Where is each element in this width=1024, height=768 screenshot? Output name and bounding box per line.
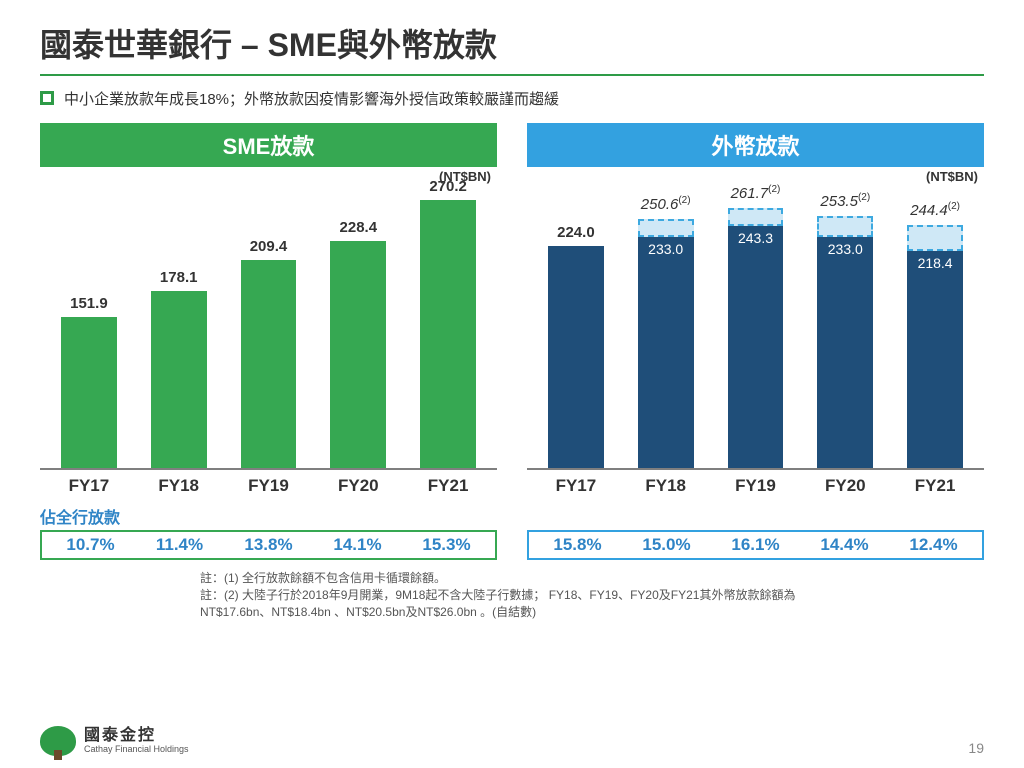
ratio-caption: 佔全行放款: [0, 496, 1024, 530]
fx-bar-slot: 233.0 250.6(2): [621, 190, 711, 468]
sme-ratio-box: 10.7%11.4%13.8%14.1%15.3%: [40, 530, 497, 560]
fx-ratio-cell: 14.4%: [800, 535, 889, 555]
charts-container: SME放款 (NT$BN) 151.9178.1209.4228.4270.2 …: [0, 123, 1024, 496]
fx-bar-slot: 243.3261.7(2): [711, 190, 801, 468]
sme-bar-slot: 178.1: [134, 190, 224, 468]
fx-bar-inner-value: 233.0: [828, 237, 863, 257]
sme-bar: 228.4: [330, 241, 386, 468]
sme-chart-header: SME放款: [40, 123, 497, 167]
sme-ratio-cell: 15.3%: [402, 535, 491, 555]
fx-ratio-box: 15.8%15.0%16.1%14.4%12.4%: [527, 530, 984, 560]
sme-ratio-cell: 11.4%: [135, 535, 224, 555]
fx-bar: 233.0253.5(2): [817, 216, 873, 468]
fx-ratio-cell: 16.1%: [711, 535, 800, 555]
fx-bar-secondary-value: 250.6(2): [638, 195, 694, 213]
logo-en: Cathay Financial Holdings: [84, 745, 189, 754]
fx-bar-bottom-segment: 218.4: [907, 251, 963, 468]
fx-bar-slot: 218.4 244.4(2): [890, 190, 980, 468]
fx-bar: 233.0250.6(2): [638, 219, 694, 468]
fx-bar-value: 224.0: [548, 224, 604, 241]
sme-bar-value: 151.9: [61, 295, 117, 312]
fx-bar: 224.0: [548, 246, 604, 468]
fx-ratio-cell: 15.0%: [622, 535, 711, 555]
logo-zh: 國泰金控: [84, 728, 189, 745]
fx-bar-slot: 224.0: [531, 190, 621, 468]
bullet-square-icon: [40, 91, 54, 105]
sme-bar-value: 228.4: [330, 219, 386, 236]
axis-label: FY21: [890, 476, 980, 496]
sme-plot: 151.9 178.1 209.4 228.4 270.2: [40, 190, 497, 470]
axis-label: FY19: [224, 476, 314, 496]
fx-bar-bottom-segment: 243.3: [728, 226, 784, 468]
tree-icon: [40, 726, 76, 756]
sme-bar-slot: 270.2: [403, 190, 493, 468]
fx-bar: 243.3261.7(2): [728, 208, 784, 468]
sme-bar: 151.9: [61, 317, 117, 468]
sme-bar-value: 209.4: [241, 238, 297, 255]
page-title: 國泰世華銀行 – SME與外幣放款: [0, 0, 1024, 74]
page-number: 19: [968, 740, 984, 756]
sme-ratio-cell: 14.1%: [313, 535, 402, 555]
fx-chart-header: 外幣放款: [527, 123, 984, 167]
fx-chart-panel: 外幣放款 (NT$BN) 224.0233.0250.6(2)243.3261.…: [527, 123, 984, 496]
title-divider: [40, 74, 984, 76]
fx-bar-top-segment: [728, 208, 784, 226]
footnote-line: 註：(1) 全行放款餘額不包含信用卡循環餘額。: [200, 570, 984, 587]
fx-bar-top-segment: [907, 225, 963, 251]
fx-bar-bottom-segment: 233.0: [638, 237, 694, 468]
sme-bar-value: 178.1: [151, 269, 207, 286]
sme-chart-panel: SME放款 (NT$BN) 151.9178.1209.4228.4270.2 …: [40, 123, 497, 496]
fx-bar-top-segment: [638, 219, 694, 236]
fx-bar-bottom-segment: [548, 246, 604, 468]
fx-unit-label: (NT$BN): [527, 169, 984, 184]
fx-bar-top-segment: [817, 216, 873, 236]
sme-bar: 178.1: [151, 291, 207, 468]
axis-label: FY17: [44, 476, 134, 496]
axis-label: FY18: [621, 476, 711, 496]
sme-bar-slot: 228.4: [313, 190, 403, 468]
ratio-boxes: 10.7%11.4%13.8%14.1%15.3% 15.8%15.0%16.1…: [0, 530, 1024, 560]
fx-bar-slot: 233.0 253.5(2): [800, 190, 890, 468]
fx-bar-inner-value: 233.0: [648, 237, 683, 257]
fx-bar-inner-value: 243.3: [738, 226, 773, 246]
fx-ratio-cell: 12.4%: [889, 535, 978, 555]
fx-bar-bottom-segment: 233.0: [817, 237, 873, 468]
summary-text: 中小企業放款年成長18%；外幣放款因疫情影響海外授信政策較嚴謹而趨緩: [64, 88, 559, 109]
fx-bar-secondary-value: 261.7(2): [728, 184, 784, 202]
sme-axis: FY17FY18FY19FY20FY21: [40, 470, 497, 496]
axis-label: FY20: [800, 476, 890, 496]
fx-bar-secondary-value: 244.4(2): [907, 201, 963, 219]
sme-ratio-cell: 13.8%: [224, 535, 313, 555]
axis-label: FY17: [531, 476, 621, 496]
fx-plot: 224.0 233.0 250.6(2) 243.3261.7(2) 233.0 253.…: [527, 190, 984, 470]
sme-bar-value: 270.2: [420, 178, 476, 195]
axis-label: FY19: [711, 476, 801, 496]
fx-bar-inner-value: 218.4: [918, 251, 953, 271]
company-logo: 國泰金控 Cathay Financial Holdings: [40, 726, 189, 756]
fx-axis: FY17FY18FY19FY20FY21: [527, 470, 984, 496]
axis-label: FY20: [313, 476, 403, 496]
sme-bar-slot: 151.9: [44, 190, 134, 468]
sme-ratio-cell: 10.7%: [46, 535, 135, 555]
axis-label: FY21: [403, 476, 493, 496]
sme-bar: 270.2: [420, 200, 476, 468]
footnote-line: NT$17.6bn、NT$18.4bn 、NT$20.5bn及NT$26.0bn…: [200, 604, 984, 621]
sme-bar-slot: 209.4: [224, 190, 314, 468]
footnote-line: 註：(2) 大陸子行於2018年9月開業，9M18起不含大陸子行數據； FY18…: [200, 587, 984, 604]
fx-bar-secondary-value: 253.5(2): [817, 192, 873, 210]
axis-label: FY18: [134, 476, 224, 496]
fx-bar: 218.4244.4(2): [907, 225, 963, 468]
footer: 國泰金控 Cathay Financial Holdings 19: [0, 726, 1024, 756]
sme-bar: 209.4: [241, 260, 297, 468]
summary-bullet: 中小企業放款年成長18%；外幣放款因疫情影響海外授信政策較嚴謹而趨緩: [0, 88, 1024, 123]
fx-ratio-cell: 15.8%: [533, 535, 622, 555]
footnotes: 註：(1) 全行放款餘額不包含信用卡循環餘額。註：(2) 大陸子行於2018年9…: [0, 560, 1024, 620]
